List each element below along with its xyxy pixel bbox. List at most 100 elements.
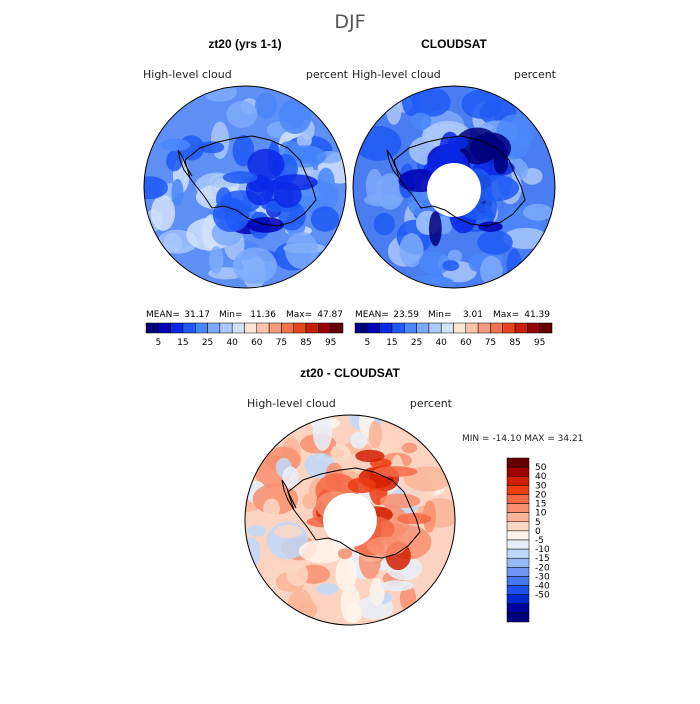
panel-b-colorbar-tick: 95 (534, 338, 545, 348)
panel-a-contour-patch (163, 232, 183, 253)
panel-b-colorbar: 5 15 25 40 60 75 85 95 (354, 322, 553, 348)
panel-a-mean-value: 31.17 (184, 310, 210, 320)
panel-c-colorbar-swatch (506, 521, 530, 532)
panel-a-contour-patch (166, 150, 183, 172)
panel-b-colorbar-swatch (502, 322, 516, 334)
panel-a-min-label: Min= (219, 310, 243, 320)
panel-a-colorbar-swatch (305, 322, 319, 334)
panel-c-contour-patch (380, 580, 414, 592)
panel-c-colorbar-swatch (506, 567, 530, 577)
panel-c-map (245, 415, 455, 625)
panel-a-colorbar-swatch (195, 322, 208, 334)
panel-b-contour-patch (373, 212, 395, 236)
panel-a-contour-patch (233, 247, 277, 284)
panel-c-contour-patch (337, 548, 353, 560)
panel-a-colorbar-swatch (231, 322, 245, 334)
panel-b-map (353, 86, 555, 288)
panel-b-contour-patch (412, 87, 451, 117)
panel-c-colorbar-label: 10 (535, 509, 547, 519)
panel-a-colorbar-swatch (244, 322, 258, 334)
panel-b-colorbar-tick: 75 (485, 338, 496, 348)
panel-b-contour-patch (428, 211, 442, 247)
panel-c-title: zt20 - CLOUDSAT (300, 366, 400, 380)
panel-c-colorbar-swatch (506, 576, 530, 586)
panel-b-contour-patch (439, 131, 461, 164)
panel-a-contour-patch (296, 133, 312, 148)
panel-c-colorbar-swatch (506, 494, 530, 504)
panel-b-colorbar-swatch (527, 322, 540, 334)
panel-c-contour-patch (263, 498, 280, 519)
panel-b-max-value: 41.39 (524, 310, 550, 320)
panel-a-contour-patch (279, 140, 301, 158)
panel-c-colorbar-label: 50 (535, 463, 547, 473)
panel-b-max-label: Max= (493, 310, 519, 320)
panel-a-contour-patch (272, 174, 318, 191)
panel-b-contour-patch (354, 125, 402, 161)
panel-a-contour-patch (317, 167, 335, 197)
panel-c-colorbar-label: 5 (535, 518, 541, 528)
panel-c-colorbar-label: -15 (535, 554, 550, 564)
panel-c-colorbar-swatch (506, 503, 530, 513)
panel-c-colorbar-label: -30 (535, 572, 550, 582)
panel-a-contour-patch (310, 206, 340, 232)
panel-c-contour-patch (286, 562, 309, 587)
panel-a-max-value: 47.87 (317, 310, 343, 320)
panel-b-colorbar-swatch (428, 322, 442, 334)
panel-a-colorbar: 5 15 25 40 60 75 85 95 (145, 322, 344, 348)
panel-a-contour-patch (247, 148, 285, 181)
panel-c-colorbar-label: 15 (535, 500, 546, 510)
panel-c-units: percent (410, 397, 453, 410)
panel-c-colorbar-swatch (506, 612, 530, 623)
panel-a-variable: High-level cloud (143, 68, 232, 81)
panel-b-coastline (393, 135, 526, 227)
panel-c-colorbar-swatch (506, 539, 530, 550)
panel-a-colorbar-swatch (182, 322, 196, 334)
panel-b-contour-patch (410, 112, 432, 130)
panel-a-peninsula (177, 149, 193, 179)
panel-c-contour-patch (368, 420, 383, 449)
panel-c-contour-patch (315, 583, 339, 595)
panel-c-colorbar-label: 30 (535, 481, 547, 491)
panel-a-colorbar-swatch (158, 322, 171, 334)
panel-c-colorbar-swatch (506, 594, 530, 605)
panel-c-contour-patch (379, 493, 421, 509)
panel-b-colorbar-tick: 60 (460, 338, 472, 348)
panel-c-contour-patch (366, 536, 407, 557)
panel-a-map (144, 86, 346, 288)
panel-b-contour-patch (506, 248, 522, 282)
panel-a-contours (144, 86, 346, 288)
panel-a-contour-patch (144, 176, 168, 200)
panel-c-contour-patch (345, 603, 362, 624)
panel-b-colorbar-swatch (453, 322, 467, 334)
panel-c-colorbar-label: 0 (535, 527, 541, 537)
panel-a-contour-patch (224, 197, 243, 230)
panel-c-peninsula (281, 479, 297, 511)
panel-b-colorbar-swatch (354, 322, 368, 334)
panel-b-contour-patch (477, 230, 513, 255)
panel-a-colorbar-swatch (330, 322, 344, 334)
panel-a-stats: MEAN= 31.17 Min= 11.36 Max= 47.87 (146, 310, 343, 320)
panel-b-contour-patch (478, 221, 503, 232)
panel-a-max-label: Max= (286, 310, 312, 320)
panel-c-contour-patch (330, 444, 351, 464)
panel-c-colorbar-label: -50 (535, 591, 550, 601)
panel-a-colorbar-swatch (145, 322, 159, 334)
panel-c-pole-hole (323, 493, 377, 547)
panel-a-min-value: 11.36 (250, 310, 276, 320)
panel-b-contour-patch (461, 89, 503, 119)
panel-a-contour-patch (226, 100, 258, 128)
panel-b-title: CLOUDSAT (421, 37, 487, 51)
panel-a-colorbar-swatch (268, 322, 282, 334)
panel-c-colorbar-swatch (506, 548, 530, 559)
panel-a-contour-patch (199, 141, 225, 154)
panel-c-colorbar-label: 20 (535, 490, 547, 500)
panel-b-contour-patch (375, 173, 405, 210)
panel-a-contour-patch (160, 138, 191, 152)
panel-c-colorbar-swatch (506, 475, 530, 486)
panel-a-colorbar-swatch (170, 322, 184, 334)
panel-c-contour-patch (369, 578, 385, 607)
panel-b-colorbar-tick: 40 (435, 338, 447, 348)
panel-c-contour-patch (298, 539, 347, 564)
